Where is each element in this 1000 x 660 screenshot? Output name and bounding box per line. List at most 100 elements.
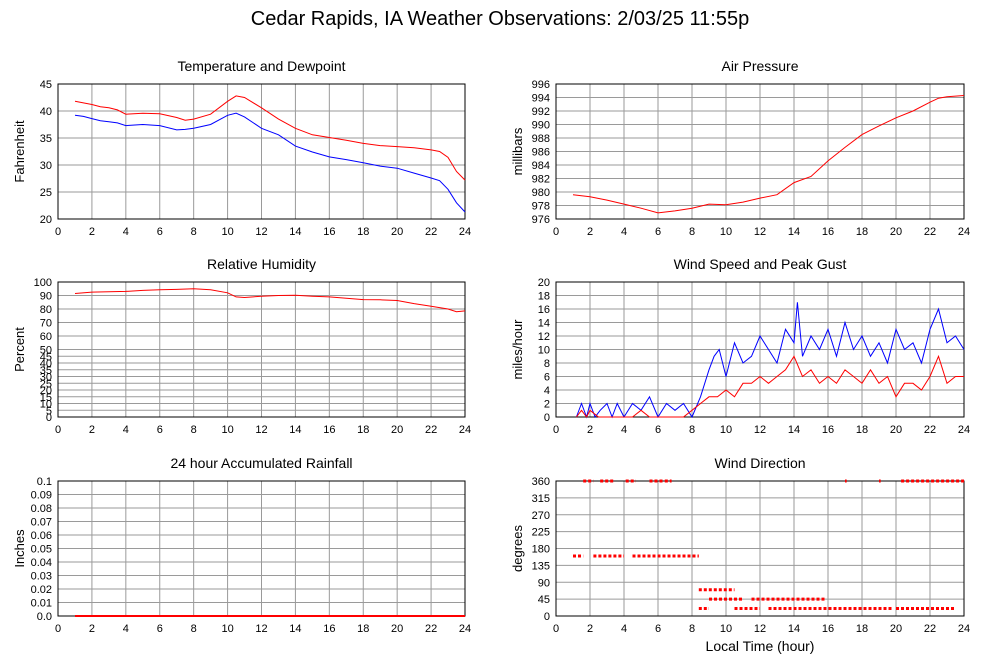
y-tick-label: 40	[40, 358, 52, 370]
y-tick-label: 0.02	[31, 584, 52, 596]
x-tick-label: 16	[822, 424, 834, 436]
y-tick-label: 0	[544, 412, 550, 424]
x-tick-label: 12	[754, 623, 766, 635]
y-axis-label: degrees	[510, 525, 525, 572]
x-tick-label: 24	[459, 623, 471, 635]
x-tick-label: 22	[425, 424, 437, 436]
x-tick-label: 8	[191, 226, 197, 238]
y-tick-label: 976	[532, 214, 550, 226]
series-line-2	[74, 112, 466, 213]
y-tick-label: 0.03	[31, 571, 52, 583]
x-tick-label: 10	[720, 226, 732, 238]
x-tick-label: 10	[720, 623, 732, 635]
y-tick-label: 100	[34, 277, 52, 289]
series-line-1	[74, 95, 466, 181]
x-tick-label: 20	[890, 424, 902, 436]
series-line-1	[575, 302, 965, 419]
x-tick-label: 24	[958, 226, 970, 238]
y-tick-label: 0.01	[31, 598, 52, 610]
x-tick-label: 2	[587, 623, 593, 635]
y-tick-label: 8	[544, 358, 550, 370]
x-tick-label: 6	[655, 424, 661, 436]
y-tick-label: 14	[538, 318, 550, 330]
y-tick-label: 980	[532, 187, 550, 199]
x-tick-label: 0	[55, 623, 61, 635]
y-tick-label: 315	[532, 493, 550, 505]
x-tick-label: 22	[425, 623, 437, 635]
y-tick-label: 45	[538, 594, 550, 606]
y-tick-label: 20	[538, 277, 550, 289]
y-tick-label: 90	[40, 291, 52, 303]
plot-frame	[555, 480, 965, 617]
chart-title: Relative Humidity	[207, 256, 316, 272]
x-tick-label: 18	[856, 424, 868, 436]
x-tick-label: 2	[587, 226, 593, 238]
y-tick-label: 0.05	[31, 544, 52, 556]
x-tick-label: 10	[221, 226, 233, 238]
chart-title: Wind Direction	[714, 455, 805, 471]
y-tick-label: 50	[40, 345, 52, 357]
y-tick-label: 25	[40, 187, 52, 199]
x-tick-label: 16	[323, 226, 335, 238]
x-tick-label: 18	[357, 424, 369, 436]
x-tick-label: 12	[255, 226, 267, 238]
y-tick-label: 360	[532, 476, 550, 488]
x-tick-label: 24	[958, 424, 970, 436]
y-tick-label: 978	[532, 201, 550, 213]
y-tick-label: 0.08	[31, 503, 52, 515]
x-tick-label: 10	[720, 424, 732, 436]
chart-title: Air Pressure	[721, 58, 798, 74]
series-line-1	[572, 95, 965, 214]
y-tick-label: 30	[40, 372, 52, 384]
y-tick-label: 0.09	[31, 490, 52, 502]
y-axis-label: Percent	[12, 327, 27, 372]
y-tick-label: 30	[40, 160, 52, 172]
x-tick-label: 2	[89, 226, 95, 238]
y-tick-label: 10	[538, 345, 550, 357]
x-tick-label: 22	[924, 424, 936, 436]
y-tick-label: 984	[532, 160, 550, 172]
x-tick-label: 20	[391, 226, 403, 238]
y-tick-label: 0.06	[31, 530, 52, 542]
x-tick-label: 20	[391, 623, 403, 635]
y-tick-label: 0	[46, 412, 52, 424]
x-tick-label: 4	[621, 226, 627, 238]
y-tick-label: 4	[544, 385, 550, 397]
plot-frame	[57, 83, 466, 220]
x-tick-label: 18	[856, 226, 868, 238]
x-tick-label: 12	[754, 424, 766, 436]
x-tick-label: 24	[459, 226, 471, 238]
x-tick-label: 10	[221, 424, 233, 436]
x-tick-label: 6	[655, 226, 661, 238]
x-tick-label: 16	[822, 226, 834, 238]
x-tick-label: 18	[357, 623, 369, 635]
x-tick-label: 6	[157, 424, 163, 436]
x-tick-label: 0	[553, 623, 559, 635]
y-tick-label: 80	[40, 304, 52, 316]
y-axis-label: Inches	[12, 529, 27, 568]
x-tick-label: 8	[191, 623, 197, 635]
chart-title: Wind Speed and Peak Gust	[674, 256, 847, 272]
y-tick-label: 180	[532, 544, 550, 556]
y-tick-label: 35	[40, 365, 52, 377]
x-tick-label: 18	[856, 623, 868, 635]
x-tick-label: 24	[459, 424, 471, 436]
y-tick-label: 20	[40, 214, 52, 226]
x-tick-label: 22	[425, 226, 437, 238]
y-tick-label: 45	[40, 79, 52, 91]
x-tick-label: 0	[55, 424, 61, 436]
y-tick-label: 225	[532, 527, 550, 539]
y-tick-label: 16	[538, 304, 550, 316]
x-tick-label: 6	[157, 226, 163, 238]
y-tick-label: 25	[40, 378, 52, 390]
y-tick-label: 135	[532, 560, 550, 572]
x-tick-label: 22	[924, 623, 936, 635]
x-tick-label: 2	[89, 623, 95, 635]
y-tick-label: 990	[532, 120, 550, 132]
y-tick-label: 994	[532, 93, 550, 105]
